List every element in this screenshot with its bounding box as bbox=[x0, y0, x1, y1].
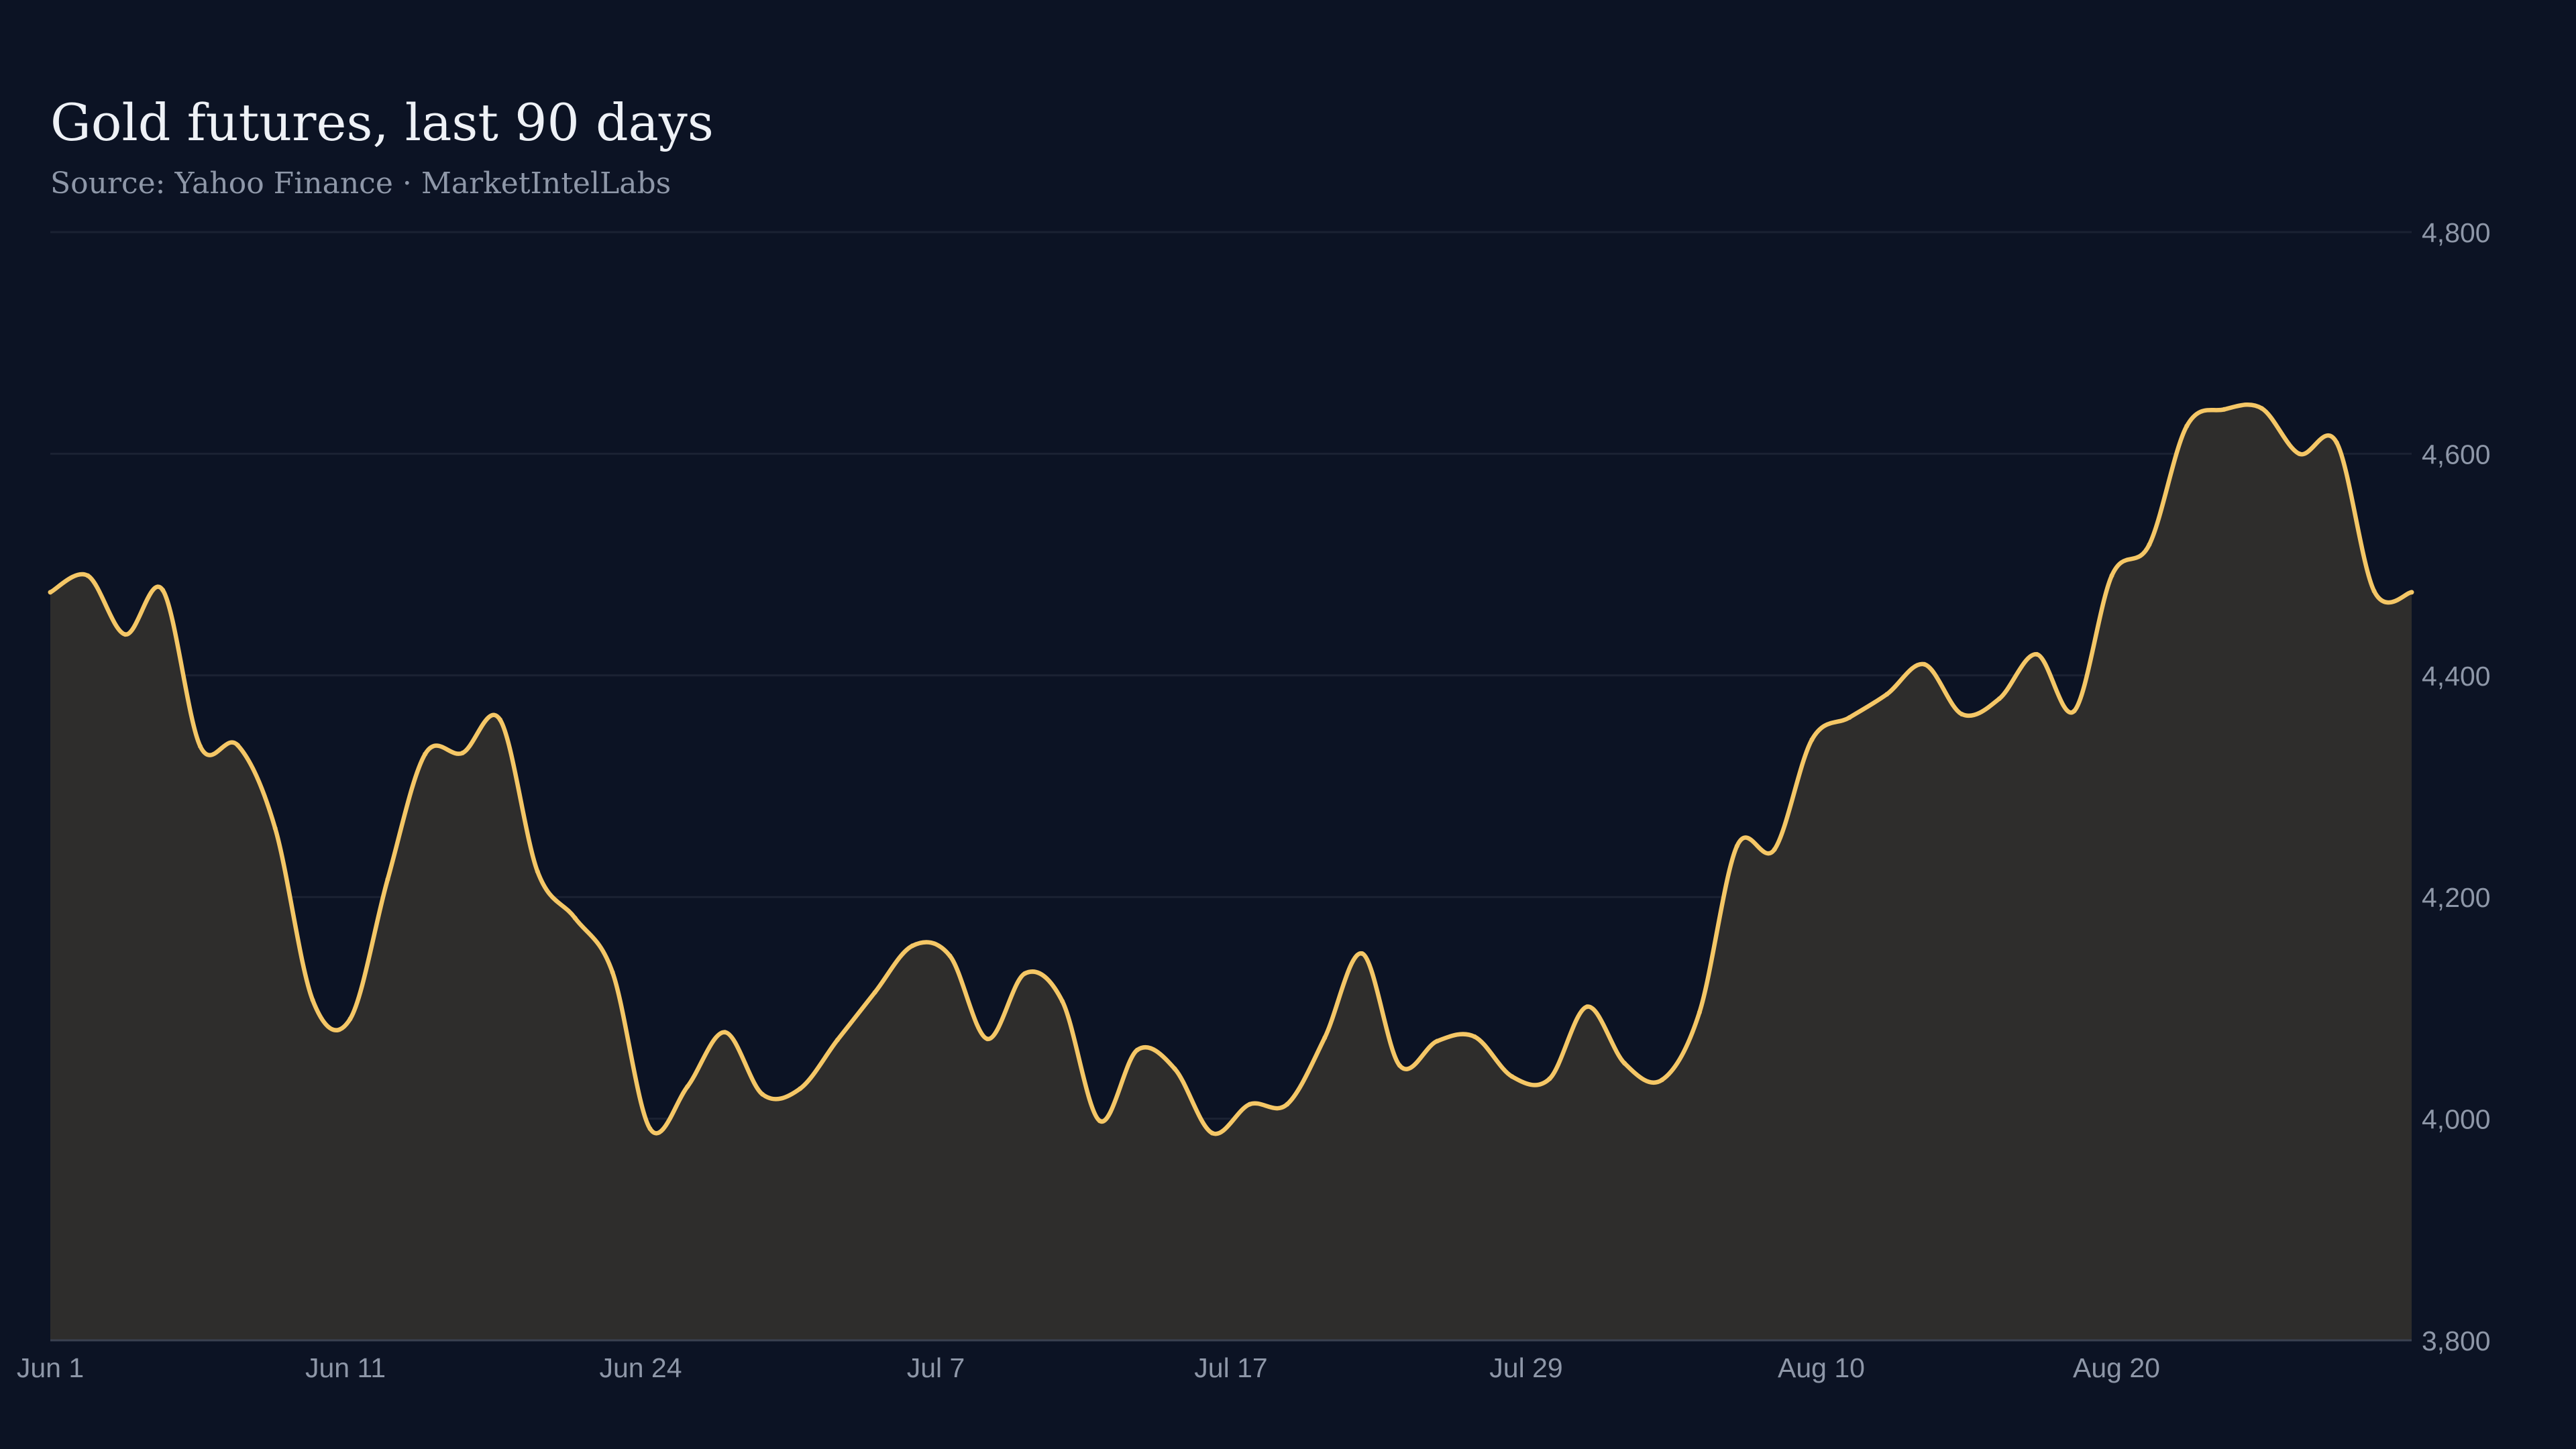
data-point bbox=[1022, 971, 1028, 976]
data-point bbox=[1360, 951, 1365, 956]
data-point bbox=[947, 953, 953, 959]
data-point bbox=[2147, 542, 2152, 547]
data-point bbox=[1547, 1076, 1552, 1081]
data-point bbox=[1247, 1102, 1252, 1107]
data-point bbox=[198, 744, 203, 749]
y-tick-label: 4,800 bbox=[2422, 217, 2491, 248]
data-point bbox=[1509, 1074, 1515, 1079]
x-tick-label: Jul 29 bbox=[1489, 1352, 1562, 1383]
data-point bbox=[1397, 1063, 1402, 1068]
data-point bbox=[2296, 451, 2302, 456]
series-area bbox=[50, 405, 2412, 1340]
y-tick-label: 4,400 bbox=[2422, 661, 2491, 692]
data-point bbox=[685, 1084, 690, 1089]
y-tick-label: 4,200 bbox=[2422, 882, 2491, 913]
x-tick-label: Jun 11 bbox=[305, 1352, 386, 1383]
data-point bbox=[2072, 708, 2077, 714]
data-point bbox=[1172, 1066, 1177, 1071]
x-tick-label: Jul 7 bbox=[907, 1352, 965, 1383]
data-point bbox=[647, 1126, 653, 1131]
data-point bbox=[1060, 999, 1065, 1004]
data-point bbox=[1697, 1010, 1702, 1015]
data-point bbox=[235, 743, 240, 748]
data-point bbox=[1322, 1035, 1328, 1040]
data-point bbox=[1134, 1047, 1140, 1053]
data-point bbox=[160, 588, 166, 593]
data-point bbox=[385, 877, 390, 882]
data-point bbox=[610, 970, 615, 975]
y-tick-label: 4,600 bbox=[2422, 439, 2491, 470]
x-tick-label: Aug 20 bbox=[2073, 1352, 2160, 1383]
data-point bbox=[460, 750, 466, 755]
data-point bbox=[798, 1086, 802, 1091]
chart-subtitle: Source: Yahoo Finance · MarketIntelLabs bbox=[50, 166, 672, 201]
data-point bbox=[1960, 712, 1964, 717]
x-tick-label: Jul 17 bbox=[1194, 1352, 1267, 1383]
data-point bbox=[1285, 1102, 1290, 1107]
data-point bbox=[1472, 1034, 1477, 1039]
data-point bbox=[2184, 423, 2190, 429]
data-point bbox=[123, 632, 128, 637]
x-tick-label: Jun 24 bbox=[599, 1352, 682, 1383]
data-point bbox=[85, 573, 91, 578]
data-point bbox=[310, 998, 315, 1003]
data-point bbox=[1922, 661, 1927, 667]
data-point bbox=[1809, 737, 1815, 743]
data-point bbox=[2409, 590, 2414, 595]
data-point bbox=[1434, 1038, 1440, 1044]
data-point bbox=[1996, 696, 2002, 701]
data-point bbox=[272, 826, 278, 831]
data-point bbox=[2222, 407, 2227, 412]
x-tick-label: Aug 10 bbox=[1778, 1352, 1865, 1383]
data-point bbox=[2034, 651, 2039, 657]
data-point bbox=[1660, 1077, 1664, 1083]
data-point bbox=[1585, 1004, 1590, 1010]
data-point bbox=[1097, 1118, 1102, 1124]
data-point bbox=[48, 590, 53, 595]
x-tick-label: Jun 1 bbox=[17, 1352, 84, 1383]
data-point bbox=[1734, 843, 1739, 849]
data-point bbox=[985, 1036, 990, 1042]
data-point bbox=[760, 1091, 765, 1097]
series-line bbox=[48, 402, 2414, 1136]
data-point bbox=[2371, 588, 2377, 594]
y-tick-label: 3,800 bbox=[2422, 1326, 2491, 1356]
data-point bbox=[498, 717, 502, 722]
data-point bbox=[572, 916, 578, 921]
data-point bbox=[872, 989, 877, 995]
data-point bbox=[835, 1037, 840, 1042]
data-point bbox=[910, 943, 915, 949]
data-point bbox=[2334, 440, 2339, 445]
data-point bbox=[1884, 692, 1890, 697]
data-point bbox=[535, 869, 540, 874]
data-point bbox=[1210, 1130, 1215, 1136]
data-point bbox=[423, 751, 428, 757]
data-point bbox=[2259, 406, 2264, 411]
data-point bbox=[722, 1030, 728, 1035]
y-tick-label: 4,000 bbox=[2422, 1104, 2491, 1135]
data-point bbox=[347, 1016, 353, 1022]
chart-title: Gold futures, last 90 days bbox=[50, 93, 714, 152]
data-point bbox=[1622, 1061, 1627, 1066]
data-point bbox=[1847, 715, 1852, 720]
data-point bbox=[1772, 847, 1777, 852]
data-point bbox=[2109, 573, 2114, 578]
